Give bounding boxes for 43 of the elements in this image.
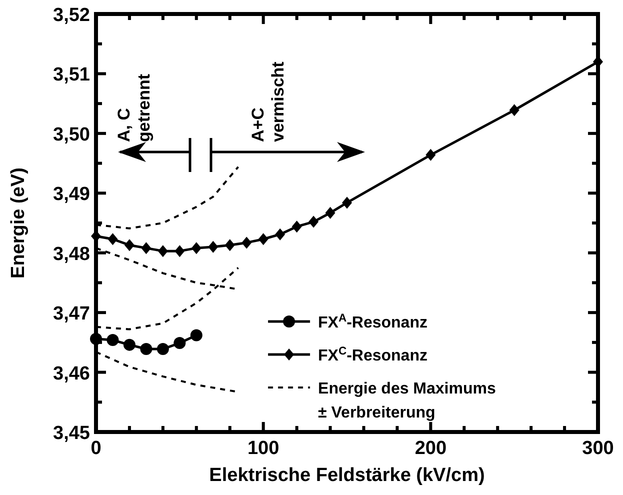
point [108,233,118,246]
point [308,216,319,228]
point [191,242,202,254]
point [275,228,286,240]
point [140,342,152,355]
y-tick-label: 3,50 [53,124,90,146]
annotation: A, C getrennt [114,74,154,142]
y-tick-label: 3,45 [53,423,90,444]
point [342,196,352,209]
legend-label: FX$^{A}$-Resonanz [318,312,428,332]
y-axis-title: Energie (eV) [8,168,29,278]
y-tick-label: 3,51 [53,64,90,86]
y-tick-label: 3,46 [53,363,90,384]
y-tick-label: 3,49 [53,184,90,206]
x-axis-title: Elektrische Feldstärke (kV/cm) [209,465,485,486]
point [426,148,436,161]
point [509,104,520,116]
point [174,337,186,350]
point [325,206,336,219]
point [106,334,119,346]
point [242,236,252,249]
x-tick-label: 300 [582,438,614,459]
x-tick-label: 100 [247,438,280,459]
point [123,338,136,351]
point [158,245,168,258]
point [141,242,152,254]
legend-label: FX$^{C}$-Resonanz [318,346,428,365]
y-tick-label: 3,48 [53,244,90,265]
point [90,332,102,345]
point [156,342,169,355]
y-tick-label: 3,47 [53,304,90,325]
point [124,239,134,252]
point [174,245,185,258]
point [224,239,235,252]
point [258,233,268,246]
annotation: A+C vermischt [248,61,288,142]
y-tick-label: 3,52 [53,5,90,26]
legend-label: Energie des Maximums ± Verbreiterung [318,380,496,422]
point [190,329,202,342]
x-tick-label: 0 [90,438,102,459]
point [208,240,218,253]
x-tick-label: 200 [414,438,447,459]
point [292,220,302,233]
